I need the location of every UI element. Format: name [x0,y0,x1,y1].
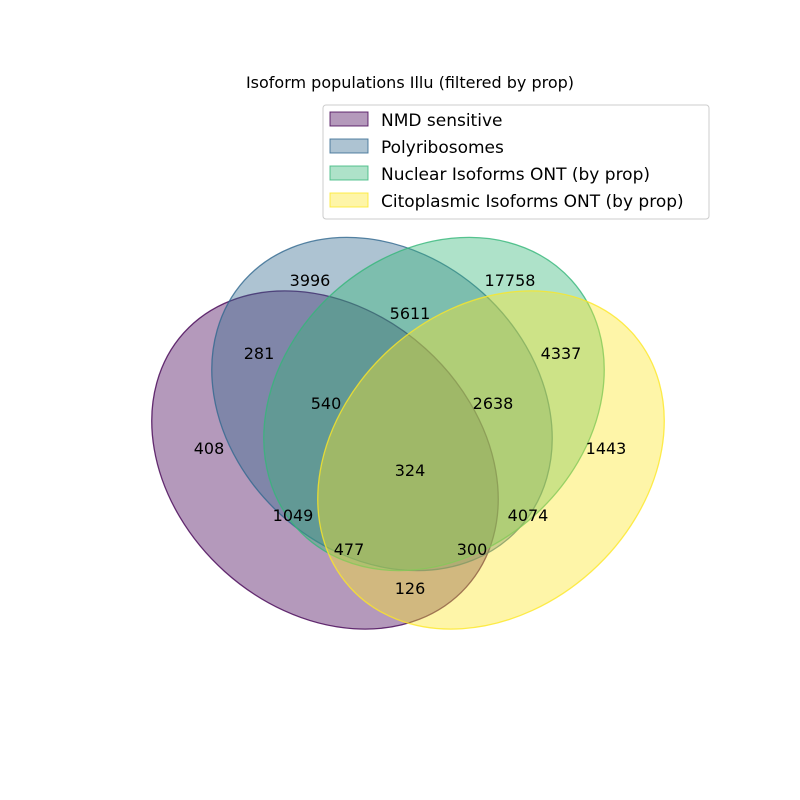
region-labels: 3996 17758 5611 281 4337 540 2638 408 14… [194,271,627,598]
region-all: 324 [395,461,426,480]
legend-swatch-nuclear-isoforms [329,165,369,181]
region-nmd-cyto: 126 [395,579,426,598]
legend-label-nmd-sensitive: NMD sensitive [381,111,502,131]
region-cyto-only: 1443 [586,439,627,458]
region-nmd-nuc: 1049 [273,506,314,525]
region-nmd-nuc-cyto: 477 [334,540,365,559]
region-poly-nuc-cyto: 2638 [473,394,514,413]
legend-label-polyribosomes: Polyribosomes [381,138,504,158]
region-poly-nuc: 5611 [390,304,431,323]
diagram-title: Isoform populations Illu (filtered by pr… [246,73,574,92]
set-ellipses [151,236,665,630]
legend-swatch-nmd-sensitive [329,111,369,127]
ellipse-citoplasmic-isoforms [317,290,665,630]
legend: NMD sensitive Polyribosomes Nuclear Isof… [322,104,710,220]
region-nmd-only: 408 [194,439,225,458]
region-nmd-poly-nuc: 540 [311,394,342,413]
legend-swatch-polyribosomes [329,138,369,154]
ellipse-nuclear-isoforms [263,236,605,572]
region-nmd-poly: 281 [244,344,275,363]
region-nuc-cyto: 4337 [541,344,582,363]
region-poly-cyto: 4074 [508,506,549,525]
region-nuc-only: 17758 [485,271,536,290]
legend-swatch-citoplasmic-isoforms [329,192,369,208]
legend-label-nuclear-isoforms: Nuclear Isoforms ONT (by prop) [381,165,650,185]
legend-frame [322,104,710,220]
ellipse-nmd-sensitive [151,290,499,630]
region-nmd-poly-cyto: 300 [457,540,488,559]
legend-label-citoplasmic-isoforms: Citoplasmic Isoforms ONT (by prop) [381,192,684,212]
region-poly-only: 3996 [290,271,331,290]
